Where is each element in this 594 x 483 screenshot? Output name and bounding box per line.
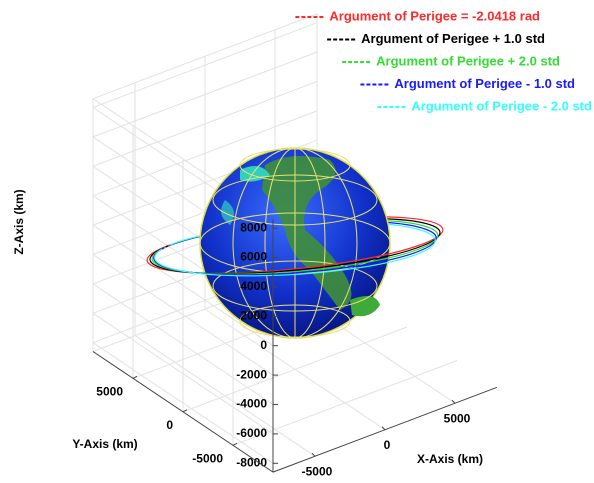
legend: Argument of Perigee = -2.0418 rad Argumen… <box>295 8 592 113</box>
z-tick-label: 4000 <box>240 279 267 293</box>
axes: -8000 -6000 -4000 -2000 0 2000 4000 6000 8000 -50… <box>92 219 498 478</box>
grid-line <box>182 326 408 413</box>
tick-mark <box>132 375 138 379</box>
z-tick-label: 2000 <box>240 308 267 322</box>
orbits-front <box>146 244 429 277</box>
legend-label: Argument of Perigee = -2.0418 rad <box>329 8 540 23</box>
z-tick-label: -8000 <box>236 455 267 469</box>
grid-line <box>232 360 458 446</box>
orbit <box>153 247 427 276</box>
z-tick-label: 0 <box>260 338 267 352</box>
z-tick-label: 6000 <box>240 250 267 264</box>
legend-label: Argument of Perigee - 2.0 std <box>411 98 592 113</box>
globe <box>199 147 391 339</box>
tick-mark <box>381 426 386 431</box>
tick-mark <box>182 409 188 413</box>
x-tick-label: -5000 <box>302 464 333 478</box>
z-tick-label: 8000 <box>240 220 267 234</box>
orbit <box>151 246 425 275</box>
y-axis <box>92 351 274 473</box>
tick-mark <box>451 399 456 404</box>
legend-label: Argument of Perigee - 1.0 std <box>394 76 575 91</box>
y-axis-label: Y-Axis (km) <box>72 437 137 451</box>
x-axis-label: X-Axis (km) <box>417 452 483 466</box>
z-tick-label: -6000 <box>236 426 267 440</box>
z-tick-label: -2000 <box>236 367 267 381</box>
y-tick-label: 5000 <box>96 384 123 398</box>
legend-label: Argument of Perigee + 2.0 std <box>376 53 560 68</box>
x-tick-label: 5000 <box>444 411 471 425</box>
y-tick-label: 0 <box>166 418 173 432</box>
y-tick-label: -5000 <box>192 451 223 465</box>
tick-mark <box>232 442 238 446</box>
z-tick-label: -4000 <box>236 397 267 411</box>
z-axis-label: Z-Axis (km) <box>12 189 26 254</box>
orbit <box>154 248 429 277</box>
legend-label: Argument of Perigee + 1.0 std <box>361 31 545 46</box>
x-axis <box>272 386 498 473</box>
tick-mark <box>311 452 316 457</box>
x-tick-label: 0 <box>384 438 391 452</box>
